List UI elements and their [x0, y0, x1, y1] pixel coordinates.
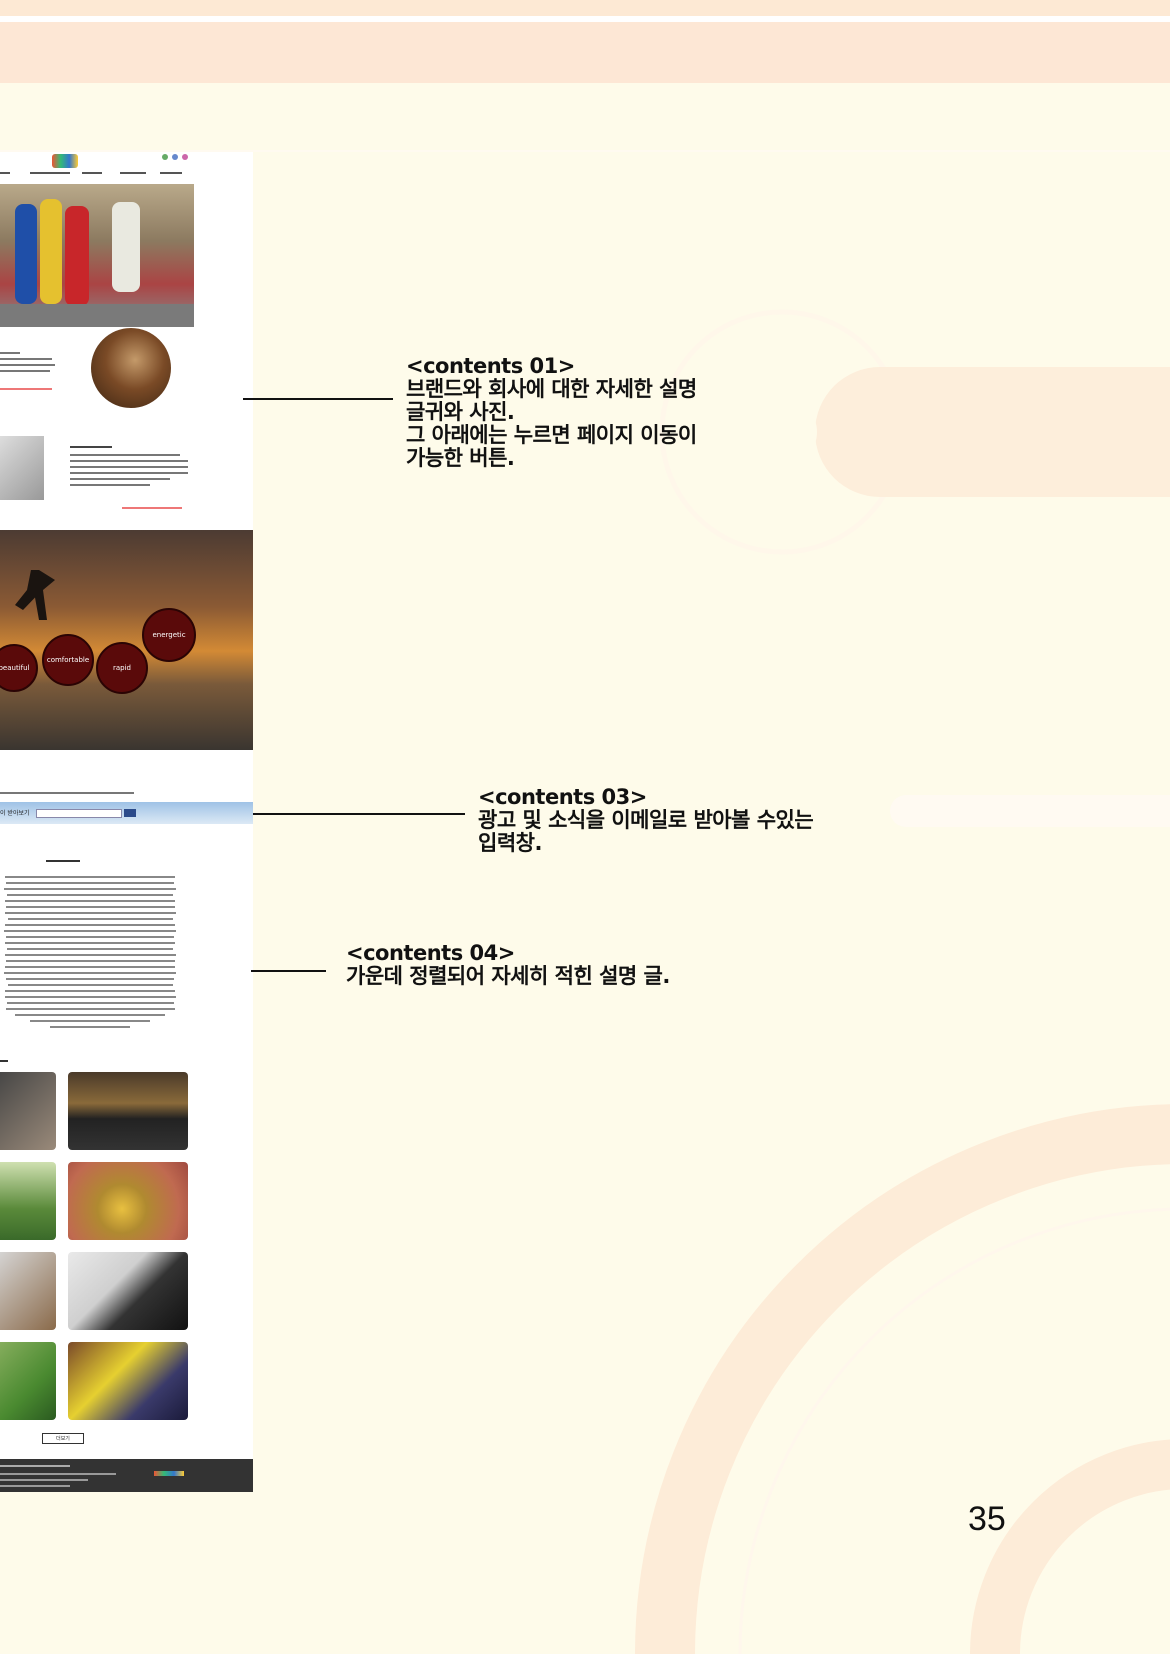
leader-line-contents04 [251, 970, 326, 972]
story-text-line [5, 876, 175, 878]
mockup-link-button [0, 388, 52, 390]
story-text-line [15, 1014, 165, 1016]
story-text-line [4, 972, 176, 974]
sunset-banner [0, 530, 253, 750]
story-text-line [7, 894, 173, 896]
grid-image [0, 1072, 56, 1150]
story-text-line [6, 882, 174, 884]
mockup-nav-item [120, 172, 146, 174]
eagle-photo [91, 328, 171, 408]
story-text-line [7, 984, 173, 986]
deco-arc-inner [970, 1439, 1170, 1654]
mockup-logo [52, 154, 78, 168]
mockup-footer [0, 1459, 253, 1492]
mockup-nav [0, 152, 253, 182]
mockup-sns-icon [182, 154, 188, 160]
story-text-line [5, 942, 175, 944]
story-text-line [4, 954, 176, 956]
story-text-line [5, 1008, 175, 1010]
annotation-line: 그 아래에는 누르면 페이지 이동이 [406, 423, 697, 447]
mockup-nav-item [160, 172, 182, 174]
leader-line-contents01 [243, 398, 393, 400]
mockup-nav-item [30, 172, 70, 174]
runner-silhouette [15, 570, 55, 620]
story-text-line [7, 948, 173, 950]
annotation-line: 브랜드와 회사에 대한 자세한 설명 [406, 377, 697, 401]
circle-energetic: energetic [142, 608, 196, 662]
story-text-line [30, 1020, 150, 1022]
more-button: 더보기 [42, 1433, 84, 1444]
annotation-line: 광고 및 소식을 이메일로 받아볼 수있는 [478, 808, 814, 832]
annotation-contents04: <contents 04> 가운데 정렬되어 자세히 적힌 설명 글. [346, 942, 670, 988]
leader-line-contents03 [253, 813, 465, 815]
annotation-line: 글귀와 사진. [406, 400, 515, 424]
header-band-top [0, 0, 1170, 16]
deco-pill [815, 367, 1170, 497]
grid-image [68, 1072, 188, 1150]
deco-pill-light [890, 795, 1170, 827]
grid-image [68, 1252, 188, 1330]
header-band [0, 22, 1170, 83]
subscribe-strip: 이 받아보기 [0, 802, 253, 824]
deco-hole [747, 397, 817, 467]
story-text-line [5, 924, 175, 926]
annotation-title: <contents 03> [478, 785, 647, 809]
footer-sns-icons [154, 1471, 184, 1476]
story-text-line [4, 996, 176, 998]
subscribe-email-input [36, 809, 122, 818]
mockup-link-button [122, 507, 182, 509]
mockup-nav-item [0, 172, 10, 174]
hero-runners-photo [0, 184, 194, 327]
story-text-line [6, 936, 174, 938]
story-text-line [4, 888, 176, 890]
circle-rapid: rapid [96, 642, 148, 694]
mockup-sns-icon [172, 154, 178, 160]
annotation-contents01: <contents 01> 브랜드와 회사에 대한 자세한 설명 글귀와 사진.… [406, 355, 697, 470]
grid-image [68, 1342, 188, 1420]
thin-divider [0, 150, 1170, 152]
annotation-line: 입력창. [478, 831, 542, 855]
deco-arc-outer [635, 1104, 1170, 1654]
story-text-line [5, 990, 175, 992]
grid-image [0, 1252, 56, 1330]
annotation-line: 가능한 버튼. [406, 446, 515, 470]
circle-comfortable: comfortable [42, 634, 94, 686]
story-text-line [5, 906, 175, 908]
circle-beautiful: beautiful [0, 644, 38, 692]
grid-image [0, 1162, 56, 1240]
story-text-line [5, 960, 175, 962]
story-text-line [7, 918, 173, 920]
story-text-line [50, 1026, 130, 1028]
story-text-line [6, 1002, 174, 1004]
page-number: 35 [968, 1500, 1006, 1538]
grid-image [0, 1342, 56, 1420]
annotation-title: <contents 04> [346, 941, 515, 965]
story-text-line [6, 978, 174, 980]
story-text-line [5, 900, 175, 902]
annotation-line: 가운데 정렬되어 자세히 적힌 설명 글. [346, 964, 670, 988]
deco-arc-line [738, 1207, 1170, 1654]
header-band-divider [0, 16, 1170, 22]
subscribe-label: 이 받아보기 [0, 810, 30, 817]
story-text-line [4, 930, 176, 932]
annotation-contents03: <contents 03> 광고 및 소식을 이메일로 받아볼 수있는 입력창. [478, 785, 814, 855]
story-text-line [4, 912, 176, 914]
building-photo [0, 436, 44, 500]
annotation-title: <contents 01> [406, 354, 575, 378]
mockup-sns-icon [162, 154, 168, 160]
grid-image [68, 1162, 188, 1240]
mockup-nav-item [82, 172, 102, 174]
story-text-line [5, 966, 175, 968]
subscribe-button [124, 809, 136, 817]
website-mockup: energetic beautiful comfortable rapid 이 … [0, 152, 253, 1492]
